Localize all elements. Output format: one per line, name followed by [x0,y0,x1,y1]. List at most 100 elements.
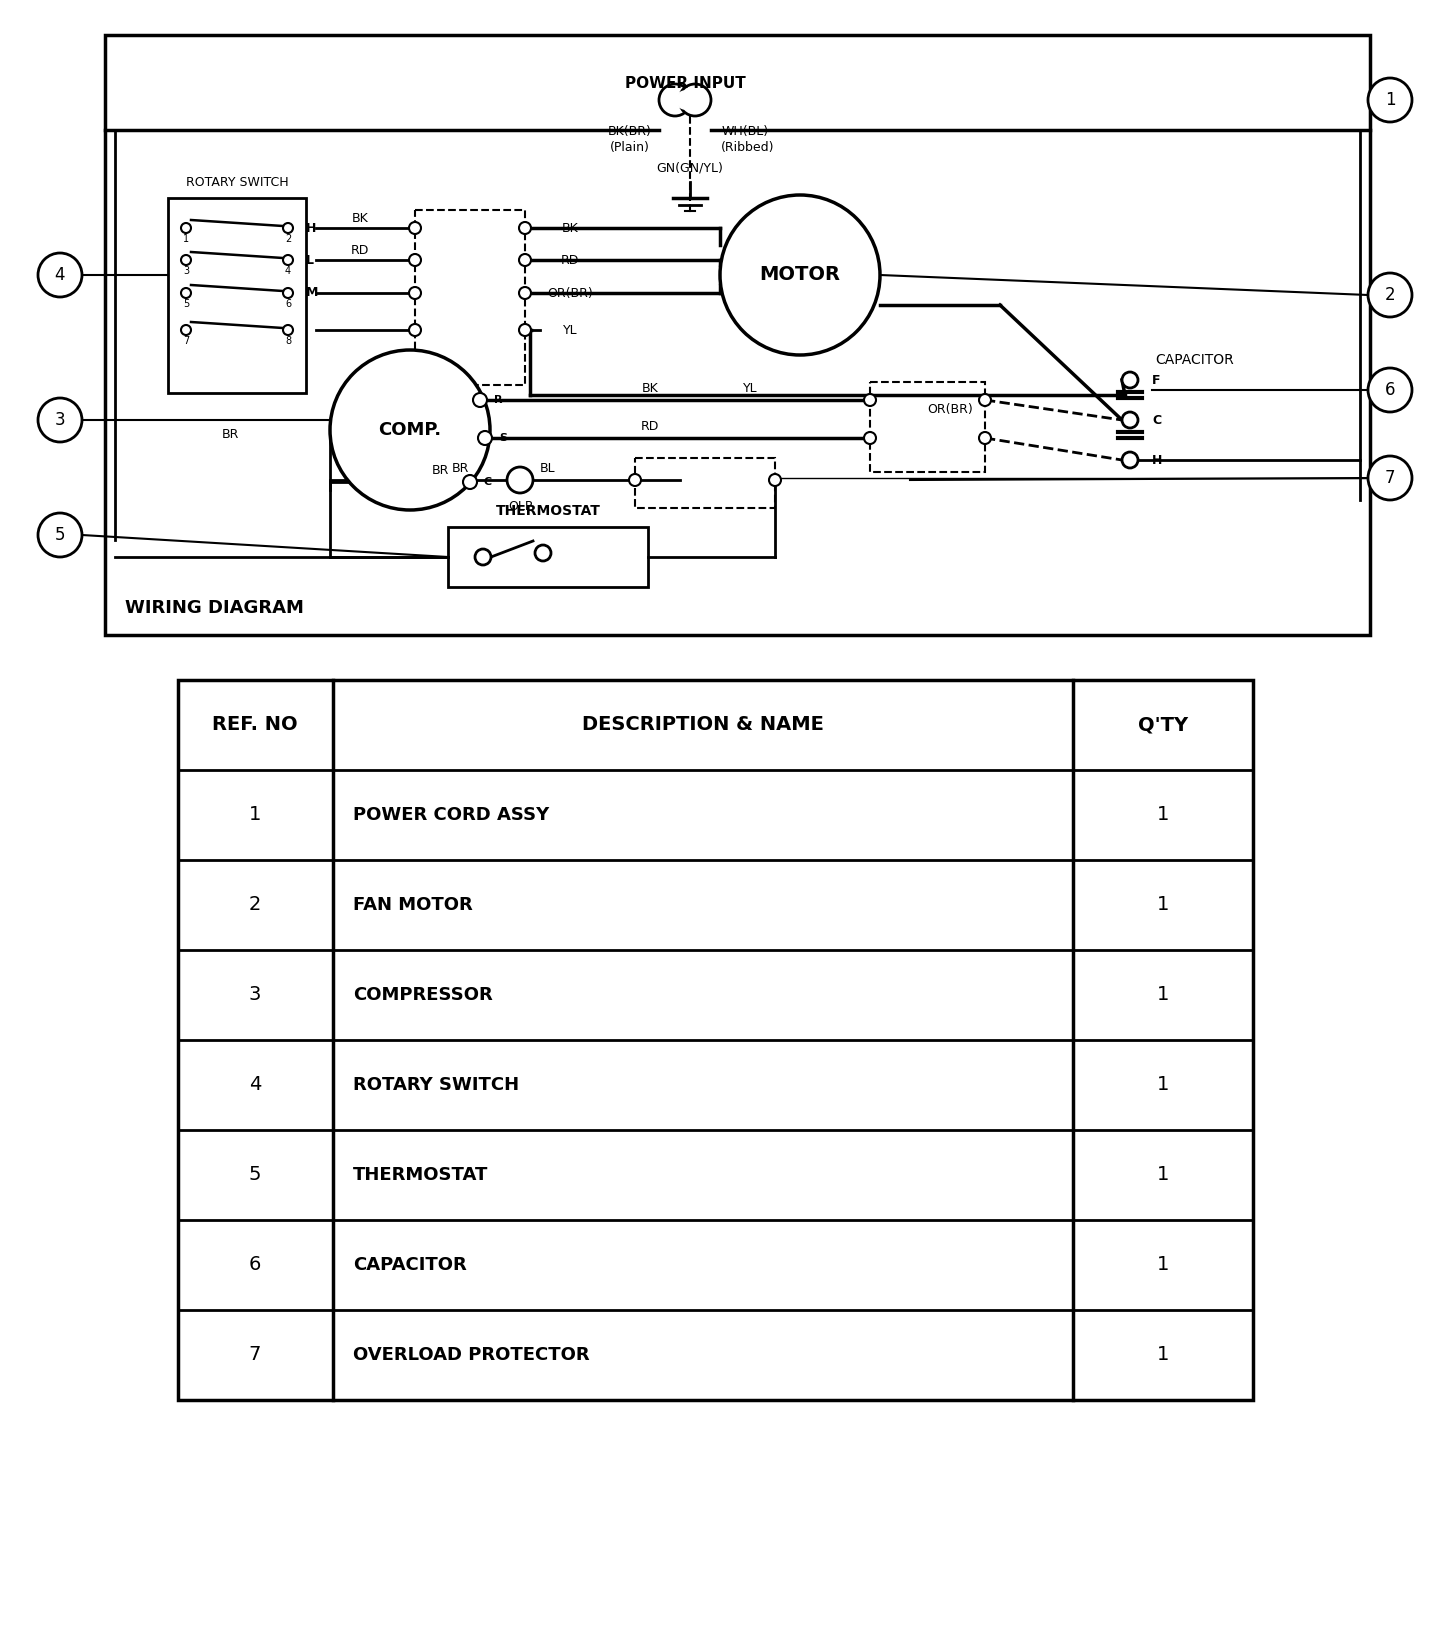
Text: FAN MOTOR: FAN MOTOR [353,895,473,913]
Text: THERMOSTAT: THERMOSTAT [496,504,600,518]
Circle shape [181,288,191,297]
Text: 3: 3 [54,411,66,429]
Circle shape [534,544,552,561]
Text: (Plain): (Plain) [610,140,650,153]
Circle shape [1368,457,1412,500]
Text: C: C [484,478,492,488]
Circle shape [409,254,422,266]
Text: 8: 8 [284,336,292,346]
Text: 2: 2 [284,234,292,244]
Text: 2: 2 [249,895,262,915]
Text: MOTOR: MOTOR [759,265,840,284]
Text: 1: 1 [1157,1076,1169,1095]
Text: 2: 2 [1385,286,1395,304]
Circle shape [283,223,293,232]
Text: 3: 3 [183,266,189,276]
Text: C: C [1152,413,1162,426]
Circle shape [519,254,532,266]
Text: 1: 1 [1157,985,1169,1004]
Text: Q'TY: Q'TY [1137,715,1187,734]
Text: OVERLOAD PROTECTOR: OVERLOAD PROTECTOR [353,1346,590,1363]
Text: OLP: OLP [507,499,532,512]
Text: M: M [306,286,319,299]
Circle shape [629,474,642,486]
Circle shape [865,432,876,444]
Circle shape [39,254,81,297]
Bar [870,382,985,471]
Circle shape [283,255,293,265]
Text: REF. NO: REF. NO [211,715,297,734]
Text: 1: 1 [1157,1256,1169,1274]
Text: 6: 6 [249,1256,262,1274]
Circle shape [659,84,692,115]
Text: H: H [1152,453,1162,466]
Text: BL: BL [540,461,556,474]
Bar [634,458,775,509]
Text: RD: RD [640,419,659,432]
Text: POWER CORD ASSY: POWER CORD ASSY [353,806,549,824]
Text: 1: 1 [183,234,189,244]
Circle shape [477,431,492,445]
Circle shape [283,288,293,297]
Text: 7: 7 [249,1346,262,1365]
Bar [449,526,647,587]
Circle shape [679,84,712,115]
Text: 1: 1 [249,806,262,824]
Text: 7: 7 [183,336,189,346]
Circle shape [39,514,81,557]
Text: F: F [1152,374,1160,387]
Text: BR: BR [452,461,469,474]
Text: H: H [306,221,316,234]
Circle shape [979,432,990,444]
Text: 4: 4 [284,266,292,276]
Bar [169,198,306,393]
Circle shape [1368,367,1412,413]
Circle shape [676,91,694,109]
Bar [104,36,1370,635]
Text: ROTARY SWITCH: ROTARY SWITCH [353,1076,519,1094]
Circle shape [519,223,532,234]
Text: GN(GN/YL): GN(GN/YL) [656,161,723,174]
Circle shape [979,393,990,406]
Text: RD: RD [560,254,579,266]
Text: S: S [499,432,507,444]
Text: L: L [306,254,314,266]
Text: 1: 1 [1157,1346,1169,1365]
Text: BK: BK [642,382,659,395]
Text: OR(BR): OR(BR) [927,403,973,416]
Circle shape [474,549,492,565]
Circle shape [409,223,422,234]
Circle shape [409,323,422,336]
Text: BK: BK [562,221,579,234]
Text: DESCRIPTION & NAME: DESCRIPTION & NAME [582,715,825,734]
Circle shape [519,323,532,336]
Circle shape [181,223,191,232]
Text: WH(BL): WH(BL) [722,125,769,138]
Text: COMPRESSOR: COMPRESSOR [353,986,493,1004]
Text: RD: RD [350,244,369,257]
Circle shape [1122,372,1137,388]
Circle shape [507,466,533,492]
Text: 1: 1 [1157,1165,1169,1185]
Circle shape [519,288,532,299]
Circle shape [720,195,880,354]
Circle shape [463,474,477,489]
Text: BR: BR [221,427,239,440]
Text: 7: 7 [1385,470,1395,487]
Text: BK(BR): BK(BR) [609,125,652,138]
Bar [179,679,1253,1401]
Circle shape [769,474,782,486]
Text: CAPACITOR: CAPACITOR [353,1256,467,1274]
Text: 6: 6 [284,299,292,309]
Text: COMP.: COMP. [379,421,442,439]
Text: 5: 5 [249,1165,262,1185]
Text: 4: 4 [249,1076,262,1095]
Circle shape [283,325,293,335]
Text: YL: YL [743,382,757,395]
Text: R: R [494,395,503,405]
Circle shape [1368,78,1412,122]
Text: 4: 4 [54,266,66,284]
Text: 1: 1 [1157,895,1169,915]
Text: 5: 5 [54,526,66,544]
Text: 3: 3 [249,985,262,1004]
